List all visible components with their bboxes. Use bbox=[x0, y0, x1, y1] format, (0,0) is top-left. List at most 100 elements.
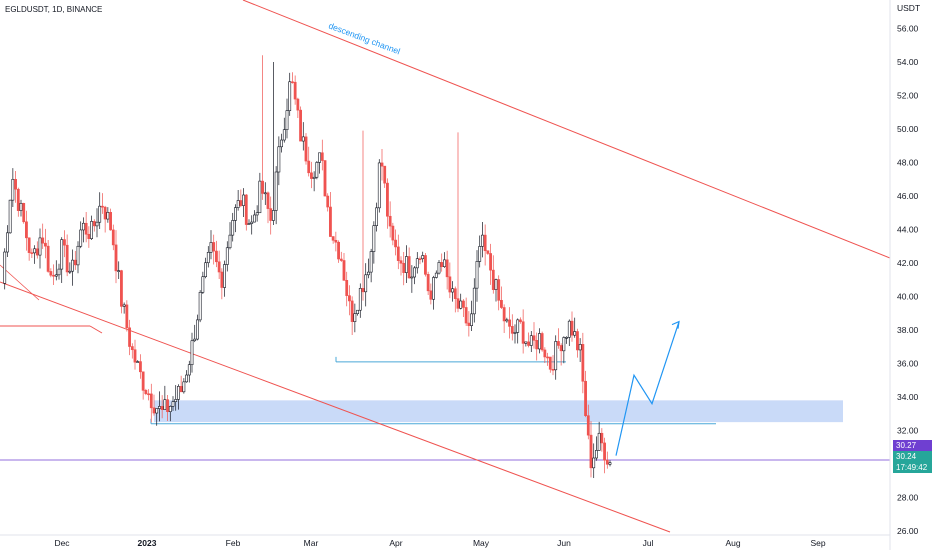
candle bbox=[163, 385, 167, 410]
candle-body bbox=[41, 237, 45, 244]
candle-body bbox=[481, 234, 484, 247]
candle bbox=[529, 331, 533, 352]
candle bbox=[106, 207, 110, 223]
candle-body bbox=[234, 207, 237, 221]
candle-body bbox=[432, 277, 435, 300]
candle-body bbox=[158, 406, 161, 409]
candle-body bbox=[453, 288, 457, 299]
candle-body bbox=[478, 246, 482, 262]
candle-body bbox=[459, 300, 463, 309]
candle-body bbox=[608, 462, 612, 465]
candle bbox=[429, 283, 433, 305]
candle-body bbox=[196, 319, 199, 340]
candle-body bbox=[364, 274, 368, 293]
y-tick-label: 56.00 bbox=[897, 24, 919, 34]
candle-body bbox=[255, 212, 259, 216]
candle bbox=[329, 191, 332, 237]
projection-path bbox=[615, 321, 680, 456]
candle-body bbox=[228, 234, 232, 249]
candle-body bbox=[84, 222, 88, 235]
x-tick-label: Dec bbox=[54, 538, 70, 548]
candle bbox=[459, 293, 463, 310]
candle bbox=[586, 404, 590, 440]
candle bbox=[546, 352, 549, 366]
candle-body bbox=[372, 225, 376, 252]
candle-body bbox=[581, 344, 585, 382]
candle-body bbox=[497, 279, 501, 301]
candle bbox=[540, 331, 544, 352]
candle bbox=[312, 171, 316, 192]
candle bbox=[258, 172, 262, 214]
candle-body bbox=[402, 262, 406, 273]
candle bbox=[380, 149, 384, 181]
candle bbox=[570, 311, 574, 342]
candle-body bbox=[592, 457, 596, 469]
candle bbox=[225, 241, 229, 272]
candle bbox=[445, 250, 449, 290]
candle-body bbox=[130, 346, 134, 351]
candle-body bbox=[315, 162, 319, 178]
candle-body bbox=[201, 276, 205, 293]
candle bbox=[554, 335, 558, 380]
candle bbox=[603, 437, 606, 474]
candle bbox=[19, 199, 23, 217]
candle-body bbox=[171, 401, 175, 407]
candle bbox=[54, 260, 58, 281]
candle bbox=[244, 193, 248, 231]
x-tick-label: Apr bbox=[389, 538, 402, 548]
candle-body bbox=[358, 288, 362, 311]
candle bbox=[339, 251, 343, 262]
candle bbox=[155, 408, 159, 426]
candle-body bbox=[486, 250, 490, 254]
candle-body bbox=[125, 304, 129, 329]
candle-body bbox=[310, 172, 313, 179]
candle bbox=[301, 122, 305, 151]
candle bbox=[158, 391, 161, 422]
candle bbox=[557, 328, 560, 349]
x-tick-label: Sep bbox=[810, 538, 825, 548]
candle-body bbox=[603, 442, 606, 461]
candle-body bbox=[584, 380, 587, 416]
candle-body bbox=[429, 290, 433, 300]
y-tick-label: 36.00 bbox=[897, 359, 919, 369]
channel-fan-line bbox=[0, 264, 40, 301]
candle bbox=[168, 405, 172, 422]
candle-body bbox=[546, 356, 549, 359]
candle-body bbox=[144, 390, 148, 395]
channel-lower-line bbox=[0, 281, 671, 533]
candle bbox=[592, 443, 596, 479]
candle bbox=[187, 360, 191, 383]
candle-body bbox=[421, 255, 425, 260]
candle bbox=[234, 204, 237, 233]
candle-body bbox=[350, 300, 354, 322]
candle-body bbox=[263, 192, 267, 195]
candle bbox=[475, 250, 479, 302]
candle bbox=[274, 166, 278, 225]
candle-body bbox=[293, 81, 297, 100]
candle-body bbox=[187, 364, 191, 376]
candle-body bbox=[285, 110, 289, 130]
candle-body bbox=[247, 223, 251, 225]
candle bbox=[291, 72, 294, 84]
candle bbox=[65, 234, 69, 277]
candle bbox=[87, 226, 91, 248]
candle bbox=[342, 253, 346, 281]
candle bbox=[201, 271, 205, 294]
candle bbox=[141, 371, 145, 400]
candle bbox=[356, 309, 359, 316]
candle-body bbox=[589, 434, 593, 469]
candle-body bbox=[177, 386, 180, 400]
candle bbox=[584, 370, 587, 418]
candle-body bbox=[513, 332, 517, 334]
candle-body bbox=[236, 200, 240, 208]
candle bbox=[130, 343, 134, 359]
candle bbox=[573, 317, 577, 338]
candle bbox=[500, 286, 503, 309]
y-tick-label: 32.00 bbox=[897, 426, 919, 436]
candle bbox=[345, 271, 349, 307]
x-tick-label: 2023 bbox=[138, 538, 157, 548]
channel-layer bbox=[0, 0, 891, 533]
candle bbox=[14, 170, 17, 203]
resistance-stub-tail bbox=[89, 325, 103, 334]
